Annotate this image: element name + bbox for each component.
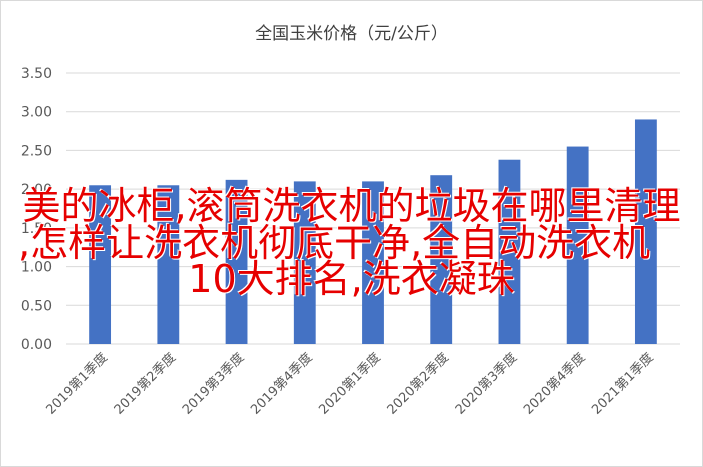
x-tick-label: 2019第3季度 (179, 350, 247, 418)
y-tick-label: 0.00 (21, 337, 52, 353)
x-tick-label: 2020第4季度 (520, 350, 588, 418)
y-tick-label: 0.50 (21, 298, 52, 314)
chart-title: 全国玉米价格（元/公斤） (255, 24, 448, 44)
bar (157, 185, 180, 344)
bar (293, 181, 316, 344)
x-tick-label: 2019第4季度 (247, 350, 315, 418)
bar (89, 185, 112, 344)
x-tick-label: 2020第1季度 (316, 350, 384, 418)
y-tick-label: 3.00 (21, 105, 52, 121)
x-tick-label: 2021第1季度 (589, 350, 657, 418)
bar (566, 146, 589, 344)
overlay-text-line-2: ,怎样让洗衣机彻底干净,全自动洗衣机 (18, 221, 651, 265)
overlay-text-line-3: 10大排名,洗衣凝珠 (188, 257, 515, 301)
overlay-text-line-1: 美的冰柜,滚筒洗衣机的垃圾在哪里清理 (22, 184, 681, 228)
bar (634, 119, 657, 344)
x-axis-ticks: 2019第1季度 2019第2季度 2019第3季度 2019第4季度 2020第1季度… (43, 350, 657, 418)
bars (89, 119, 657, 344)
x-tick-label: 2020第2季度 (384, 350, 452, 418)
bar (225, 179, 248, 344)
y-tick-label: 1.50 (21, 221, 52, 237)
y-tick-label: 3.50 (21, 66, 52, 82)
bar (430, 175, 453, 344)
x-tick-label: 2019第1季度 (43, 350, 111, 418)
x-tick-label: 2020第3季度 (452, 350, 520, 418)
y-tick-label: 1.00 (21, 260, 52, 276)
y-axis-ticks: 0.00 0.50 1.00 1.50 2.00 2.50 3.00 3.50 (21, 66, 52, 353)
x-tick-label: 2019第2季度 (111, 350, 179, 418)
bar (498, 159, 521, 344)
y-tick-label: 2.50 (21, 143, 52, 159)
bar (362, 181, 384, 344)
y-tick-label: 2.00 (21, 182, 52, 198)
